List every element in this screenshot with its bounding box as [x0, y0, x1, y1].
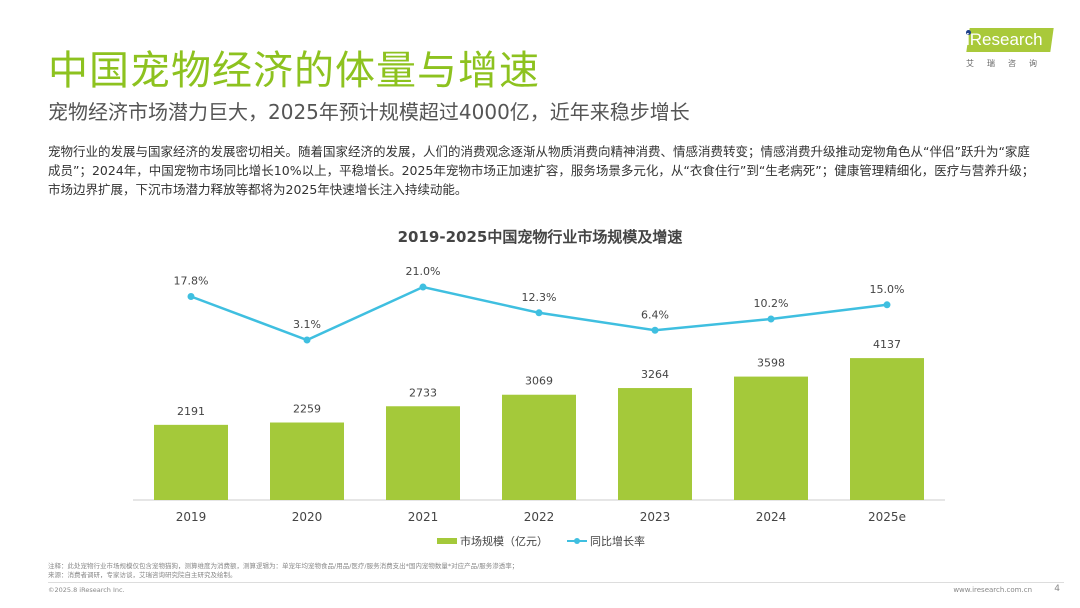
bar-label-2020: 2259 [293, 403, 321, 416]
growth-point-2022 [535, 309, 543, 317]
growth-label-2019: 17.8% [174, 275, 209, 288]
growth-point-2019 [187, 293, 195, 301]
chart-title: 2019-2025中国宠物行业市场规模及增速 [397, 228, 683, 246]
bar-2024 [734, 376, 808, 500]
legend-bar-swatch [437, 538, 457, 544]
growth-label-2022: 12.3% [522, 291, 557, 304]
growth-point-2023 [651, 326, 659, 334]
page-subtitle: 宠物经济市场潜力巨大，2025年预计规模超过4000亿，近年来稳步增长 [48, 100, 690, 124]
growth-point-2025e [883, 301, 891, 309]
x-tick-2021: 2021 [408, 510, 439, 524]
page-number: 4 [1054, 584, 1060, 594]
footnote: 注释：此处宠物行业市场规模仅包含宠物猫狗，测算维度为消费额，测算逻辑为：单宠年均… [48, 562, 519, 570]
iresearch-logo: iResearch 艾瑞咨询 [960, 28, 1055, 72]
x-tick-2025e: 2025e [868, 510, 906, 524]
bar-label-2024: 3598 [757, 357, 785, 370]
x-tick-2020: 2020 [292, 510, 323, 524]
growth-label-2021: 21.0% [406, 265, 441, 278]
growth-label-2023: 6.4% [641, 308, 669, 321]
bar-label-2019: 2191 [177, 405, 205, 418]
growth-label-2024: 10.2% [754, 297, 789, 310]
divider [48, 582, 1064, 583]
growth-point-2020 [303, 336, 311, 344]
x-tick-2024: 2024 [756, 510, 787, 524]
copyright: ©2025.8 iResearch Inc. [48, 586, 125, 594]
bar-2021 [386, 406, 460, 500]
website-link[interactable]: www.iresearch.com.cn [953, 586, 1032, 594]
bar-2025e [850, 358, 924, 500]
legend-line-marker [574, 538, 580, 544]
growth-label-2025e: 15.0% [870, 283, 905, 296]
bar-label-2025e: 4137 [873, 338, 901, 351]
x-tick-2023: 2023 [640, 510, 671, 524]
bar-2023 [618, 388, 692, 500]
bar-label-2023: 3264 [641, 368, 669, 381]
growth-label-2020: 3.1% [293, 318, 321, 331]
bar-2020 [270, 422, 344, 500]
legend-line-label: 同比增长率 [590, 534, 645, 548]
source-note: 来源：消费者调研，专家访谈，艾瑞咨询研究院自主研究及绘制。 [48, 571, 237, 579]
page-title: 中国宠物经济的体量与增速 [48, 48, 540, 94]
growth-point-2021 [419, 283, 427, 291]
x-tick-2019: 2019 [176, 510, 207, 524]
x-tick-2022: 2022 [524, 510, 555, 524]
bar-label-2022: 3069 [525, 375, 553, 388]
bar-2022 [502, 394, 576, 500]
intro-paragraph: 宠物行业的发展与国家经济的发展密切相关。随着国家经济的发展，人们的消费观念逐渐从… [48, 144, 1035, 197]
bar-2019 [154, 424, 228, 500]
growth-point-2024 [767, 315, 775, 323]
bar-label-2021: 2733 [409, 386, 437, 399]
legend-bar-label: 市场规模（亿元） [460, 534, 548, 548]
